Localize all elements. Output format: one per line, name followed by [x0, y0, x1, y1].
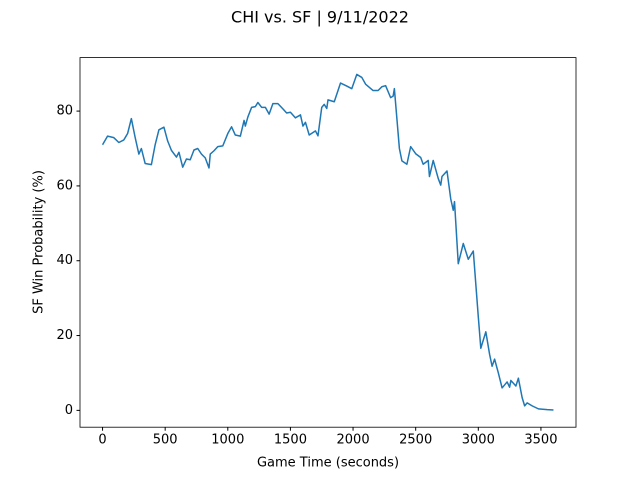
- y-tick-label: 20: [56, 328, 73, 343]
- y-tick-label: 60: [56, 178, 73, 193]
- y-axis-label: SF Win Probability (%): [32, 170, 47, 314]
- y-tick-label: 40: [56, 253, 73, 268]
- data-line: [101, 73, 554, 411]
- y-tick-label: 80: [56, 104, 73, 119]
- x-tick-label: 2500: [399, 433, 432, 448]
- x-tick-label: 1000: [211, 433, 244, 448]
- y-tick-label: 0: [65, 403, 73, 418]
- x-tick-label: 0: [98, 433, 106, 448]
- x-tick-label: 3500: [524, 433, 557, 448]
- x-tick-label: 500: [153, 433, 178, 448]
- x-tick-label: 3000: [462, 433, 495, 448]
- x-tick-label: 1500: [274, 433, 307, 448]
- x-axis-label: Game Time (seconds): [257, 456, 399, 471]
- plot-frame: [79, 57, 577, 428]
- x-tick-label: 2000: [337, 433, 370, 448]
- chart-title: CHI vs. SF | 9/11/2022: [231, 8, 409, 27]
